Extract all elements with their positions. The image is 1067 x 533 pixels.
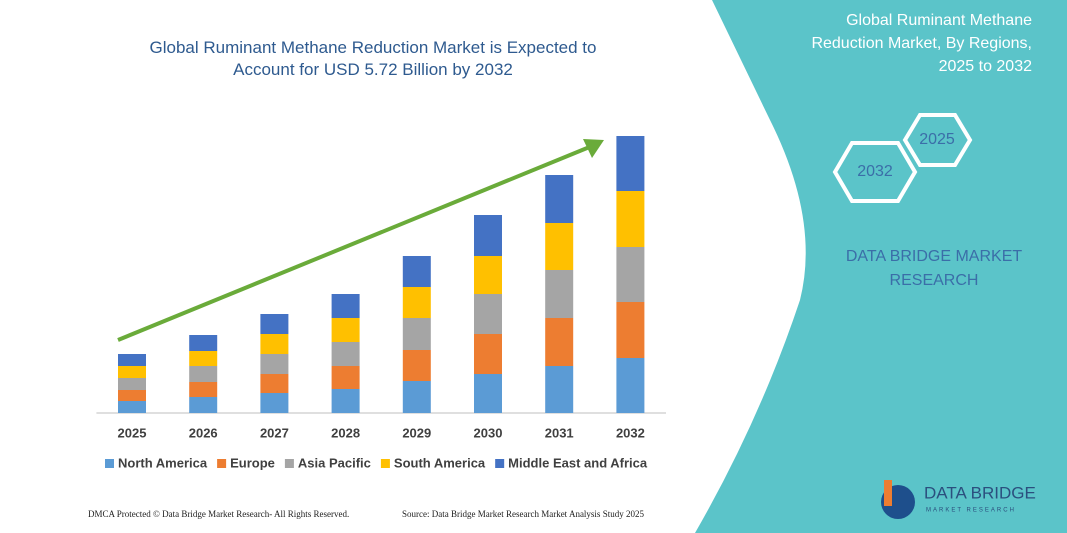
bar-segment xyxy=(118,378,146,390)
bar-segment xyxy=(331,366,360,389)
x-tick-label: 2029 xyxy=(402,425,431,440)
bar-segment xyxy=(545,318,574,366)
bar-segment xyxy=(402,350,431,381)
legend-label: Middle East and Africa xyxy=(508,455,648,470)
bar-segment xyxy=(402,381,431,413)
bar-segment xyxy=(474,334,502,374)
bar-segment xyxy=(189,366,218,382)
x-tick-label: 2025 xyxy=(118,425,147,440)
bar-segment xyxy=(260,374,289,393)
bar-segment xyxy=(331,318,360,342)
legend-swatch xyxy=(217,459,227,468)
bar-segment xyxy=(118,390,146,401)
bar-segment xyxy=(189,397,218,413)
bar-segment xyxy=(260,393,289,413)
x-tick-label: 2028 xyxy=(331,425,360,440)
bar-segment xyxy=(189,351,218,366)
x-tick-label: 2031 xyxy=(545,425,574,440)
bar-segment xyxy=(331,389,360,413)
x-tick-label: 2027 xyxy=(260,425,289,440)
text-line: DATA BRIDGE MARKET xyxy=(846,248,1023,265)
bar-segment xyxy=(118,401,146,413)
wrapped-text: DATA BRIDGE MARKET RESEARCH xyxy=(846,248,1023,289)
text-line: Global Ruminant Methane Reduction Market… xyxy=(150,38,597,57)
legend-label: Asia Pacific xyxy=(298,455,371,470)
bar-segment xyxy=(402,256,431,287)
logo-tagline: MARKET RESEARCH xyxy=(926,508,1016,514)
trend-arrow xyxy=(117,144,593,342)
bar-segment xyxy=(474,374,502,413)
bar-segment xyxy=(260,314,289,334)
bar-segment xyxy=(616,191,645,247)
bar-segment xyxy=(189,382,218,397)
text-line: Account for USD 5.72 Billion by 2032 xyxy=(233,60,513,79)
bar-segment xyxy=(616,247,645,302)
legend-swatch xyxy=(284,459,294,468)
legend-label: Europe xyxy=(230,455,275,470)
bar-segment xyxy=(545,366,574,413)
trend-arrowhead xyxy=(583,139,604,158)
legend-label: North America xyxy=(118,455,208,470)
wrapped-text: Global Ruminant Methane Reduction Market… xyxy=(150,38,597,79)
bar-segment xyxy=(545,270,574,318)
bar-segment xyxy=(118,354,146,366)
legend-swatch xyxy=(495,459,505,468)
bar-segment xyxy=(189,335,218,351)
wrapped-text: Global Ruminant Methane Reduction Market,… xyxy=(811,12,1032,75)
bar-segment xyxy=(474,256,502,294)
x-tick-label: 2030 xyxy=(474,425,503,440)
footer-left: DMCA Protected © Data Bridge Market Rese… xyxy=(88,509,349,519)
x-tick-label: 2032 xyxy=(616,425,645,440)
bar-segment xyxy=(402,318,431,350)
bar-segment xyxy=(118,366,146,378)
bar-segment xyxy=(545,223,574,270)
bar-segment xyxy=(545,175,574,223)
text-line: RESEARCH xyxy=(890,272,979,289)
bar-segment xyxy=(402,287,431,318)
bar-segment xyxy=(474,294,502,334)
x-tick-label: 2026 xyxy=(189,425,218,440)
hexagon-label: 2025 xyxy=(919,131,955,148)
side-panel xyxy=(695,0,1067,533)
text-line: Global Ruminant Methane xyxy=(846,12,1032,29)
bar-segment xyxy=(260,354,289,374)
bar-segment xyxy=(474,215,502,256)
bar-segment xyxy=(331,294,360,318)
bar-segment xyxy=(616,136,645,191)
legend-label: South America xyxy=(394,455,486,470)
bar-segment xyxy=(616,358,645,413)
footer-right: Source: Data Bridge Market Research Mark… xyxy=(402,509,644,519)
text-line: Reduction Market, By Regions, xyxy=(811,35,1032,52)
bar-segment xyxy=(616,302,645,358)
bar-segment xyxy=(331,342,360,366)
text-line: 2025 to 2032 xyxy=(939,58,1033,75)
logo-mark xyxy=(884,480,892,506)
hexagon xyxy=(902,113,973,167)
logo-name: DATA BRIDGE xyxy=(924,483,1036,502)
legend-swatch xyxy=(380,459,390,468)
legend-swatch xyxy=(105,459,114,468)
bar-segment xyxy=(260,334,289,354)
hexagon xyxy=(832,141,918,203)
hexagon-label: 2032 xyxy=(857,163,893,180)
